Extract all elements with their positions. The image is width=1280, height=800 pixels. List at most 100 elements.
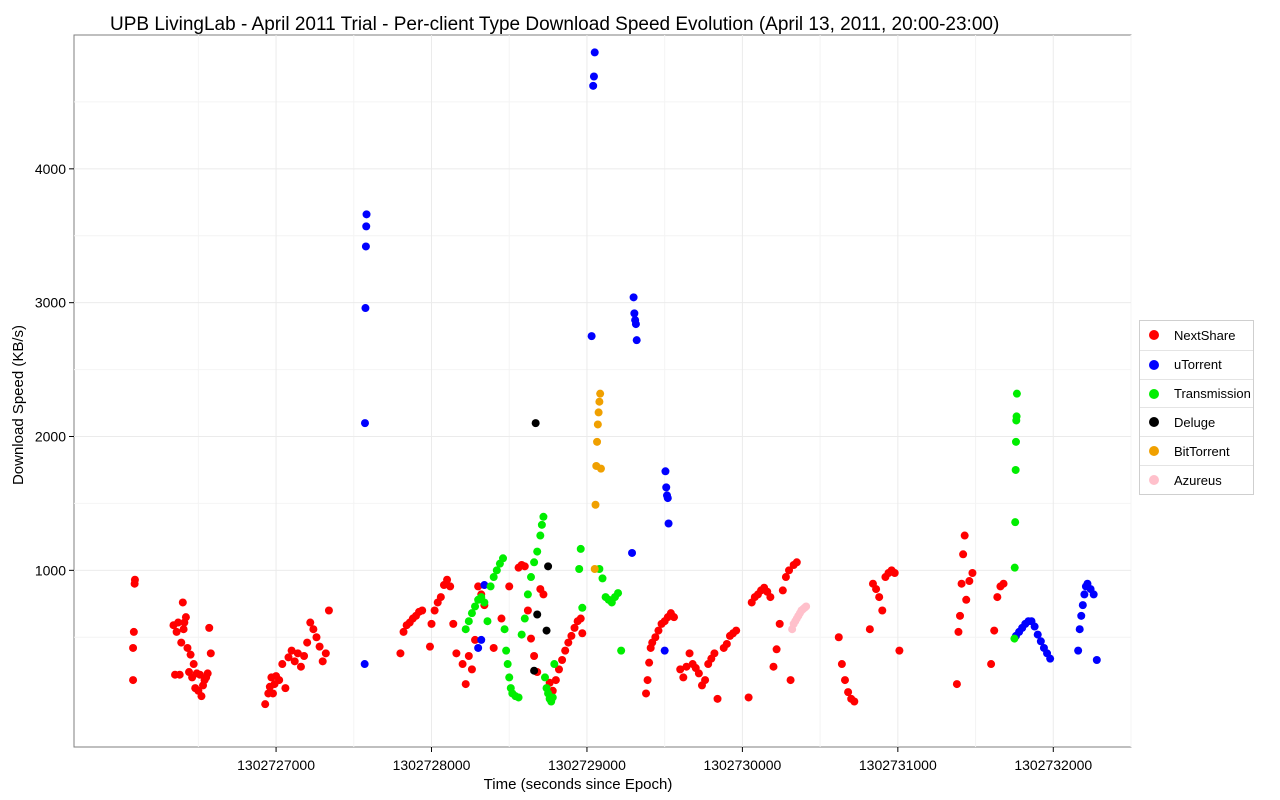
- legend-label-bittorrent: BitTorrent: [1174, 443, 1230, 459]
- point-nextshare: [564, 638, 573, 647]
- point-transmission: [486, 582, 495, 591]
- point-transmission: [523, 590, 532, 599]
- point-nextshare: [425, 642, 434, 651]
- legend-label-transmission: Transmission: [1174, 386, 1251, 402]
- point-nextshare: [467, 665, 476, 674]
- point-transmission: [471, 602, 480, 611]
- x-tick-label: 1302729000: [548, 757, 626, 773]
- point-transmission: [578, 603, 587, 612]
- point-utorrent: [1074, 646, 1083, 655]
- point-nextshare: [850, 697, 859, 706]
- legend-key-utorrent: [1149, 359, 1159, 370]
- point-nextshare: [205, 623, 214, 632]
- point-nextshare: [654, 626, 663, 635]
- point-nextshare: [578, 629, 587, 638]
- point-nextshare: [959, 550, 968, 559]
- point-nextshare: [965, 577, 974, 586]
- point-bittorrent: [595, 397, 604, 406]
- point-utorrent: [589, 72, 598, 81]
- legend: NextShare uTorrent Transmission Deluge BitTo…: [1139, 320, 1254, 495]
- point-nextshare: [786, 676, 795, 685]
- point-nextshare: [287, 646, 296, 655]
- point-transmission: [483, 617, 492, 626]
- point-deluge: [531, 419, 540, 428]
- point-nextshare: [526, 634, 535, 643]
- point-nextshare: [312, 633, 321, 642]
- point-nextshare: [172, 627, 181, 636]
- point-nextshare: [834, 633, 843, 642]
- point-utorrent: [1075, 625, 1084, 634]
- point-nextshare: [957, 579, 966, 588]
- point-nextshare: [713, 694, 722, 703]
- point-nextshare: [293, 649, 302, 658]
- point-nextshare: [443, 575, 452, 584]
- point-nextshare: [651, 633, 660, 642]
- point-nextshare: [766, 593, 775, 602]
- point-nextshare: [296, 662, 305, 671]
- point-nextshare: [268, 689, 277, 698]
- point-nextshare: [189, 660, 198, 669]
- point-transmission: [461, 625, 470, 634]
- point-nextshare: [554, 665, 563, 674]
- point-nextshare: [878, 606, 887, 615]
- point-bittorrent: [596, 389, 605, 398]
- legend-key-transmission: [1149, 388, 1159, 399]
- point-transmission: [1012, 389, 1021, 398]
- point-transmission: [1011, 465, 1020, 474]
- point-nextshare: [315, 642, 324, 651]
- point-transmission: [502, 646, 511, 655]
- point-utorrent: [589, 81, 598, 90]
- point-nextshare: [436, 593, 445, 602]
- point-utorrent: [587, 332, 596, 341]
- point-nextshare: [474, 582, 483, 591]
- point-nextshare: [197, 692, 206, 701]
- point-transmission: [514, 693, 523, 702]
- point-nextshare: [987, 660, 996, 669]
- point-nextshare: [875, 593, 884, 602]
- point-transmission: [489, 573, 498, 582]
- point-nextshare: [427, 619, 436, 628]
- point-transmission: [1012, 412, 1021, 421]
- legend-key-nextshare: [1149, 330, 1159, 341]
- x-tick-label: 1302732000: [1014, 757, 1092, 773]
- point-utorrent: [630, 309, 639, 318]
- point-nextshare: [520, 562, 529, 571]
- point-nextshare: [464, 651, 473, 660]
- point-transmission: [1011, 518, 1020, 527]
- point-utorrent: [362, 222, 371, 231]
- legend-item-utorrent: uTorrent: [1140, 349, 1253, 379]
- point-nextshare: [570, 623, 579, 632]
- legend-key-bittorrent: [1149, 446, 1159, 457]
- point-nextshare: [399, 627, 408, 636]
- point-nextshare: [670, 613, 679, 622]
- point-nextshare: [682, 662, 691, 671]
- point-nextshare: [530, 651, 539, 660]
- point-nextshare: [186, 650, 195, 659]
- point-nextshare: [309, 625, 318, 634]
- point-deluge: [542, 626, 551, 635]
- point-nextshare: [195, 670, 204, 679]
- point-transmission: [505, 673, 514, 682]
- point-bittorrent: [593, 420, 602, 429]
- point-utorrent: [661, 467, 670, 476]
- legend-item-transmission: Transmission: [1140, 378, 1253, 408]
- legend-label-nextshare: NextShare: [1174, 327, 1236, 343]
- point-nextshare: [306, 618, 315, 627]
- point-bittorrent: [591, 500, 600, 509]
- point-utorrent: [477, 635, 486, 644]
- point-nextshare: [324, 606, 333, 615]
- point-transmission: [1010, 634, 1019, 643]
- point-utorrent: [660, 646, 669, 655]
- point-nextshare: [952, 680, 961, 689]
- point-nextshare: [960, 531, 969, 540]
- point-nextshare: [418, 606, 427, 615]
- point-nextshare: [968, 569, 977, 578]
- y-tick-label: 1000: [35, 562, 66, 578]
- point-nextshare: [318, 657, 327, 666]
- point-nextshare: [452, 649, 461, 658]
- legend-item-nextshare: NextShare: [1140, 321, 1253, 350]
- point-nextshare: [895, 646, 904, 655]
- x-tick-label: 1302727000: [237, 757, 315, 773]
- point-nextshare: [177, 638, 186, 647]
- point-bittorrent: [594, 408, 603, 417]
